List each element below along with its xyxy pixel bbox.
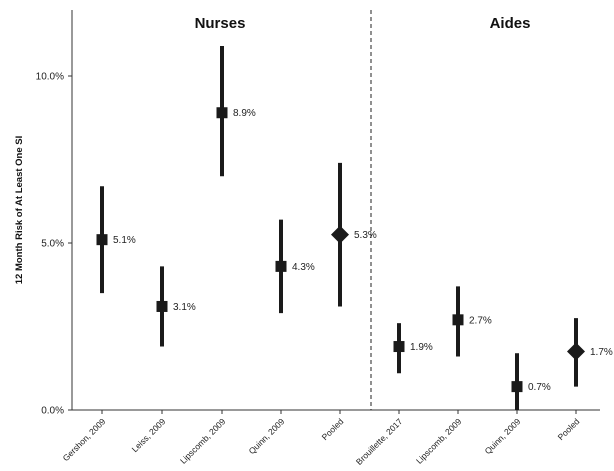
x-category-label: Pooled [556, 416, 582, 442]
point-estimate-marker [511, 381, 523, 393]
x-category-label: Lipscomb, 2009 [178, 416, 228, 466]
data-label: 5.1% [113, 235, 136, 246]
y-tick-label: 10.0% [36, 72, 64, 83]
chart-marks [96, 45, 585, 410]
data-label: 8.9% [233, 108, 256, 119]
point-estimate-marker [156, 300, 168, 312]
point-estimate-marker [452, 314, 464, 326]
x-category-label: Gershon, 2009 [61, 416, 108, 463]
point-estimate-marker [275, 260, 287, 272]
x-category-label: Quinn, 2009 [483, 416, 523, 456]
pooled-diamond-marker [567, 342, 585, 361]
data-label: 1.9% [410, 342, 433, 353]
data-label: 5.3% [354, 230, 377, 241]
y-tick-label: 0.0% [41, 406, 64, 417]
group-title-aides: Aides [490, 15, 531, 32]
data-label: 2.7% [469, 315, 492, 326]
data-label: 3.1% [173, 302, 196, 313]
point-estimate-marker [96, 234, 108, 246]
y-axis-title: 12 Month Risk of At Least One SI [14, 136, 25, 285]
x-category-label: Quinn, 2009 [247, 416, 287, 456]
pooled-diamond-marker [331, 225, 349, 244]
axes [68, 10, 600, 414]
y-tick-label: 5.0% [41, 239, 64, 250]
data-label: 1.7% [590, 347, 613, 358]
x-category-label: Lipscomb, 2009 [414, 416, 464, 466]
point-estimate-marker [393, 341, 405, 353]
group-title-nurses: Nurses [195, 15, 246, 32]
x-category-label: Pooled [320, 416, 346, 442]
data-label: 4.3% [292, 262, 315, 273]
x-category-label: Brouillette, 2017 [354, 416, 405, 467]
data-label: 0.7% [528, 382, 551, 393]
point-estimate-marker [216, 107, 228, 119]
x-category-label: Leiss, 2009 [130, 416, 168, 454]
